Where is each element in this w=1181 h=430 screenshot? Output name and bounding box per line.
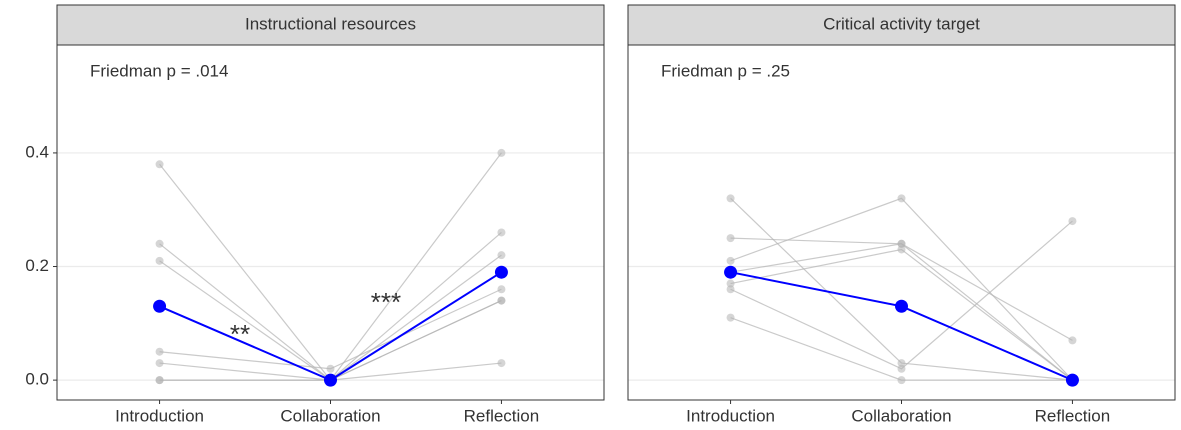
participant-point [497,285,506,294]
mean-point [153,299,167,313]
panel-border [627,44,1176,401]
panel [57,45,604,400]
participant-point [897,239,906,248]
x-tick-label: Introduction [115,406,204,425]
participant-point [726,194,735,203]
participant-point [326,364,335,373]
y-tick-label: 0.4 [25,142,49,161]
mean-point [1065,373,1079,387]
strip [627,4,1176,46]
participant-point [726,313,735,322]
participant-point [497,296,506,305]
facet-title: Instructional resources [245,14,416,33]
participant-point [155,376,164,385]
y-tick-label: 0.0 [25,370,49,389]
facet-title: Critical activity target [823,14,980,33]
participant-point [497,228,506,237]
x-tick-label: Collaboration [280,406,380,425]
participant-point [497,251,506,260]
participant-point [726,279,735,288]
y-tick-label: 0.2 [25,256,49,275]
participant-point [155,347,164,356]
participant-point [1068,217,1077,226]
participant-point [155,239,164,248]
panel-border [56,44,605,401]
mean-point [324,373,337,387]
panel [628,45,1175,400]
participant-point [726,256,735,265]
participant-point [155,160,164,169]
mean-point [724,265,738,279]
x-tick-label: Introduction [686,406,775,425]
participant-point [897,194,906,203]
mean-point [494,265,508,279]
participant-point [155,256,164,265]
participant-point [497,359,506,368]
participant-point [897,376,906,385]
annotation: Friedman p = .014 [90,61,228,80]
participant-point [726,285,735,294]
participant-point [897,364,906,373]
mean-point [895,299,908,313]
participant-point [897,359,906,368]
participant-point [1068,336,1077,345]
participant-point [497,148,506,157]
x-tick-label: Collaboration [851,406,951,425]
participant-point [897,245,906,254]
x-tick-label: Reflection [464,406,540,425]
strip [56,4,605,46]
x-tick-label: Reflection [1035,406,1111,425]
annotation: Friedman p = .25 [661,61,790,80]
participant-point [155,359,164,368]
participant-point [726,234,735,243]
significance: *** [371,287,401,317]
significance: ** [230,319,250,349]
